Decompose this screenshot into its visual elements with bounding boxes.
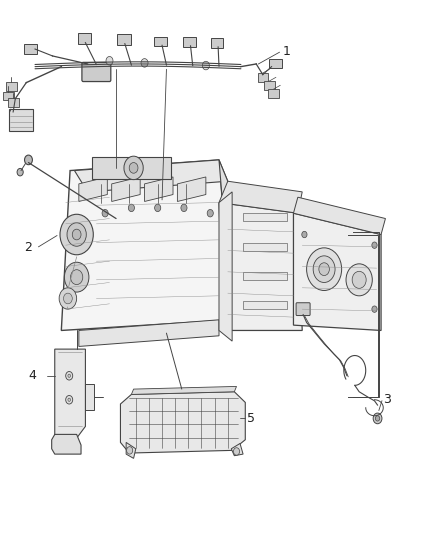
Bar [92, 157, 171, 179]
Polygon shape [219, 160, 232, 330]
FancyBboxPatch shape [82, 62, 111, 82]
Polygon shape [126, 442, 136, 458]
Bar [9, 109, 33, 131]
Circle shape [346, 264, 372, 296]
Bar [24, 44, 37, 54]
Circle shape [141, 59, 148, 67]
Bar [6, 82, 17, 91]
Circle shape [17, 168, 23, 176]
Bar [3, 92, 14, 100]
Circle shape [155, 204, 161, 212]
Polygon shape [145, 177, 173, 201]
Polygon shape [79, 320, 219, 346]
Circle shape [302, 231, 307, 238]
Circle shape [59, 288, 77, 309]
Circle shape [66, 372, 73, 380]
Polygon shape [219, 181, 302, 213]
Polygon shape [85, 384, 94, 410]
Circle shape [352, 271, 366, 288]
Circle shape [72, 229, 81, 240]
Polygon shape [112, 177, 140, 201]
Bar [243, 243, 287, 251]
Polygon shape [219, 203, 302, 330]
Text: 2: 2 [24, 241, 32, 254]
Polygon shape [293, 213, 381, 330]
Circle shape [128, 204, 134, 212]
Circle shape [68, 374, 71, 377]
Circle shape [375, 416, 380, 421]
Circle shape [319, 263, 329, 276]
Circle shape [64, 262, 89, 292]
Text: 5: 5 [247, 412, 255, 425]
Circle shape [233, 448, 240, 455]
Bar [117, 34, 131, 45]
Bar [243, 272, 287, 280]
Bar [183, 37, 196, 47]
Polygon shape [177, 177, 206, 201]
Text: 1: 1 [283, 45, 290, 58]
Polygon shape [131, 386, 237, 394]
Polygon shape [55, 349, 85, 438]
Circle shape [25, 155, 32, 165]
Text: 3: 3 [383, 393, 391, 406]
Text: 4: 4 [28, 369, 36, 382]
Polygon shape [74, 160, 228, 192]
Circle shape [124, 156, 143, 180]
Bar [78, 33, 91, 44]
Polygon shape [52, 434, 81, 454]
FancyBboxPatch shape [296, 303, 310, 316]
Polygon shape [231, 443, 243, 456]
Circle shape [372, 242, 377, 248]
Bar [243, 213, 287, 221]
Circle shape [102, 209, 108, 217]
Circle shape [64, 293, 72, 304]
Bar [269, 59, 282, 68]
Polygon shape [79, 177, 107, 201]
Bar [211, 38, 223, 48]
Polygon shape [61, 160, 232, 330]
Circle shape [129, 163, 138, 173]
Bar [258, 73, 268, 82]
Bar [8, 98, 19, 107]
Circle shape [66, 395, 73, 404]
Circle shape [60, 214, 93, 255]
Polygon shape [219, 192, 232, 341]
Circle shape [207, 209, 213, 217]
Circle shape [71, 270, 83, 285]
Circle shape [372, 306, 377, 312]
Bar [243, 301, 287, 309]
Circle shape [373, 413, 382, 424]
Circle shape [68, 398, 71, 401]
Circle shape [307, 248, 342, 290]
Circle shape [181, 204, 187, 212]
Circle shape [127, 447, 133, 454]
Circle shape [106, 56, 113, 65]
Circle shape [202, 61, 209, 70]
Bar [154, 37, 167, 46]
Circle shape [67, 223, 86, 246]
Circle shape [302, 306, 307, 312]
Bar [264, 81, 275, 90]
Polygon shape [120, 392, 245, 453]
Bar [268, 89, 279, 98]
Circle shape [313, 256, 335, 282]
Polygon shape [293, 197, 385, 235]
